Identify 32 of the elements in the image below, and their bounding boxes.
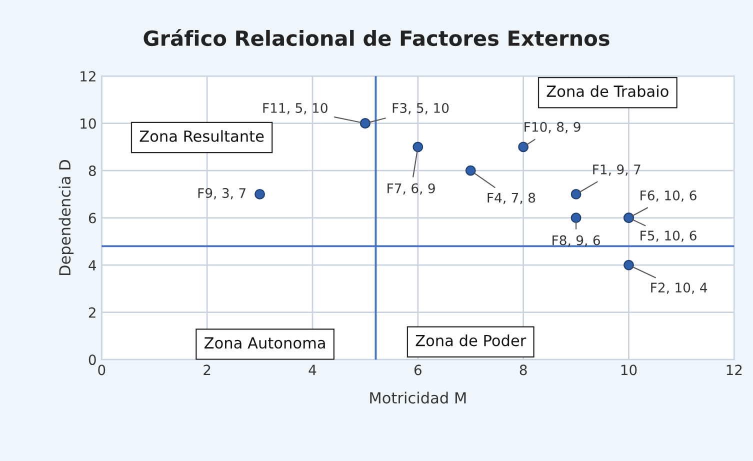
y-axis-title: Dependencia D — [58, 160, 74, 275]
y-tick-label: 12 — [80, 71, 96, 82]
data-label: F1, 9, 7 — [593, 164, 640, 176]
y-tick-label: 8 — [88, 166, 96, 176]
data-label: F3, 5, 10 — [392, 102, 449, 114]
data-label: F11, 5, 10 — [263, 102, 328, 114]
y-tick-label: 4 — [88, 260, 96, 270]
x-tick-label: 4 — [308, 364, 316, 375]
data-label: F6, 10, 6 — [640, 190, 696, 202]
annotation: Zona de Trabaio — [546, 85, 668, 98]
y-tick-label: 2 — [88, 307, 96, 318]
annotation: Zona Resultante — [140, 130, 264, 142]
data-label: F8, 9, 6 — [552, 235, 600, 247]
data-label: F5, 10, 6 — [640, 230, 696, 242]
annotation: Zona de Poder — [416, 334, 526, 346]
data-label: F7, 6, 9 — [388, 183, 435, 195]
data-label: F10, 8, 9 — [524, 122, 580, 134]
x-tick-label: 8 — [520, 364, 527, 376]
x-tick-label: 0 — [98, 364, 106, 376]
y-tick-label: 10 — [80, 118, 96, 129]
x-tick-label: 6 — [414, 364, 422, 376]
x-tick-label: 2 — [204, 364, 210, 375]
y-tick-label: 6 — [88, 212, 96, 224]
y-tick-label: 0 — [88, 354, 96, 366]
data-label: F2, 10, 4 — [651, 282, 708, 294]
x-tick-label: 10 — [621, 364, 637, 376]
data-label: F4, 7, 8 — [488, 192, 536, 204]
x-tick-label: 12 — [726, 364, 742, 375]
chart-title: Gráfico Relacional de Factores Externos — [144, 29, 610, 46]
x-axis-title: Motricidad M — [370, 392, 466, 404]
annotation: Zona Autonoma — [204, 337, 325, 349]
data-label: F9, 3, 7 — [198, 188, 246, 200]
